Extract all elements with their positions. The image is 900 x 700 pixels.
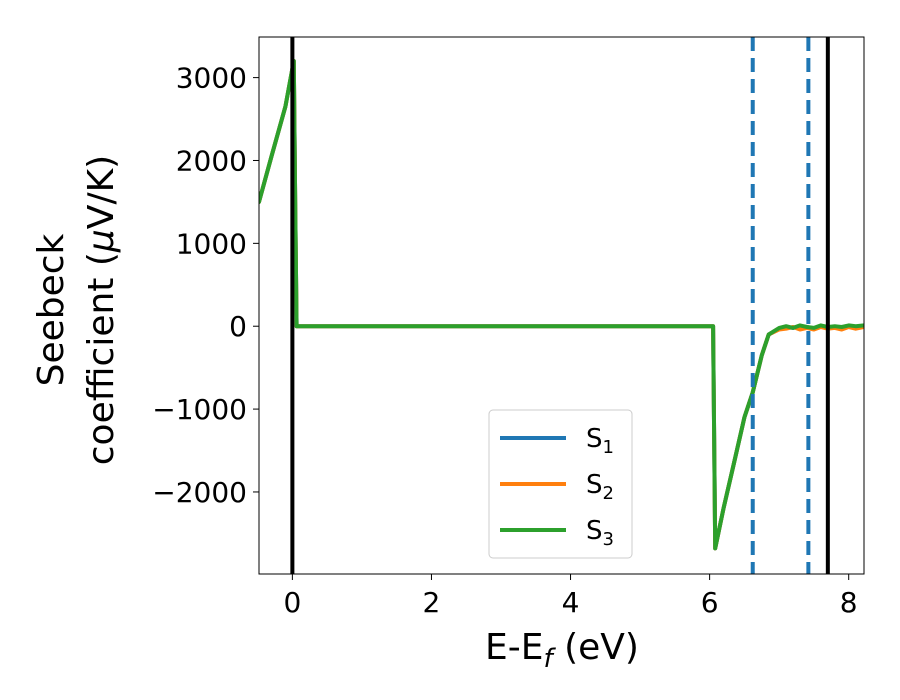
plot-area [259,37,864,574]
y-tick-label: −1000 [152,393,247,426]
x-tick-label: 8 [840,586,858,619]
legend-label-s1-sub: 1 [603,437,614,458]
legend-label-s1: S1 [586,424,614,458]
x-tick-label: 6 [701,586,719,619]
y-tick-label: 1000 [176,227,247,260]
y-tick-label: 0 [229,310,247,343]
legend-label-s1-main: S [586,424,603,454]
y-tick-label: −2000 [152,476,247,509]
legend-item-s1: S1 [500,424,614,458]
y-tick-label: 3000 [176,62,247,95]
x-tick-label: 4 [562,586,580,619]
y-axis-label-line2: coefficient (μV/K) [81,155,122,465]
x-axis-label-main: E-E [485,627,543,668]
x-axis-label: E-Ef (eV) [485,627,639,674]
plot-frame [258,36,865,575]
y-axis-label-line1: Seebeck [31,233,72,386]
legend-label-s3: S3 [586,516,614,550]
x-tick-label: 0 [283,586,301,619]
y-axis-label-line2-end: V/K) [81,155,122,229]
x-axis-label-unit: (eV) [553,627,639,668]
legend-label-s2: S2 [586,470,614,504]
y-tick-label: 2000 [176,144,247,177]
y-axis-label-mu: μ [81,229,122,253]
legend: S1 S2 S3 [488,409,633,559]
legend-label-s2-main: S [586,470,603,500]
legend-label-s3-sub: 3 [603,529,614,550]
legend-item-s3: S3 [500,516,614,550]
x-axis-ticks: 0 2 4 6 8 [283,574,858,619]
y-axis-label: Seebeck coefficient (μV/K) [31,155,122,465]
legend-item-s2: S2 [500,470,614,504]
legend-label-s3-main: S [586,516,603,546]
x-tick-label: 2 [423,586,441,619]
series-line-s3 [259,59,864,551]
legend-label-s2-sub: 2 [603,483,614,504]
y-axis-ticks: −2000 −1000 0 1000 2000 3000 [152,62,259,509]
y-axis-label-line2-start: coefficient ( [81,252,122,465]
